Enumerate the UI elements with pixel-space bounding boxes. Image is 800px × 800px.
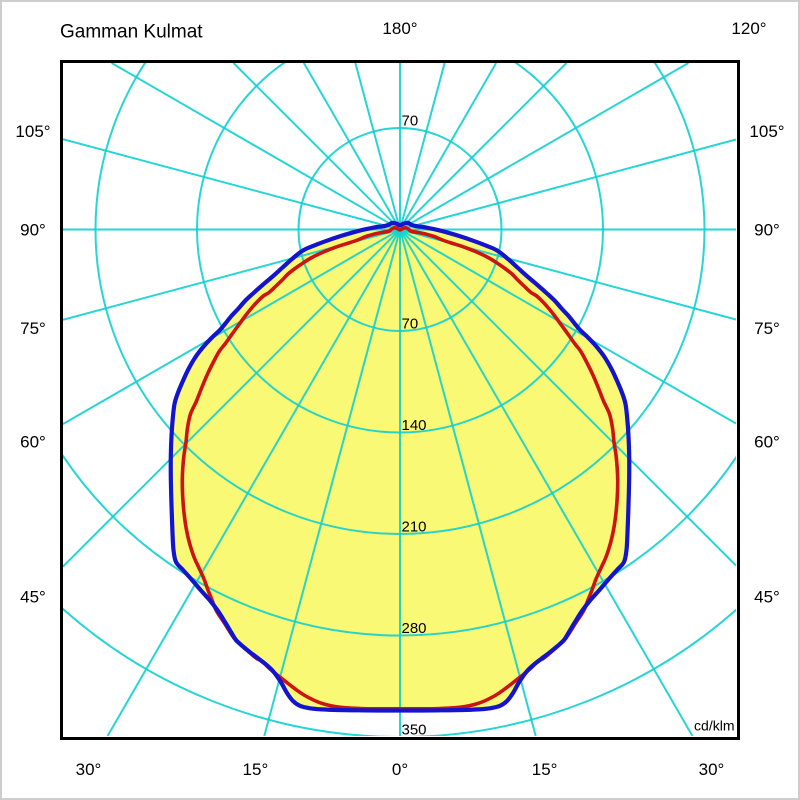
svg-text:70: 70 <box>402 316 419 333</box>
svg-text:15°: 15° <box>532 760 558 779</box>
svg-text:Gamman Kulmat: Gamman Kulmat <box>60 22 203 43</box>
svg-text:45°: 45° <box>20 588 46 607</box>
svg-text:105°: 105° <box>15 122 50 141</box>
svg-text:60°: 60° <box>754 432 780 451</box>
svg-text:140: 140 <box>402 417 427 434</box>
svg-text:75°: 75° <box>754 319 780 338</box>
svg-text:90°: 90° <box>20 221 46 240</box>
svg-text:30°: 30° <box>699 760 725 779</box>
svg-text:30°: 30° <box>76 760 102 779</box>
svg-text:75°: 75° <box>20 319 46 338</box>
svg-text:15°: 15° <box>243 760 269 779</box>
svg-text:60°: 60° <box>20 432 46 451</box>
svg-text:90°: 90° <box>754 221 780 240</box>
svg-text:105°: 105° <box>749 122 784 141</box>
svg-text:cd/klm: cd/klm <box>694 718 734 734</box>
svg-text:120°: 120° <box>731 19 766 38</box>
svg-text:180°: 180° <box>382 19 417 38</box>
svg-text:70: 70 <box>402 113 419 130</box>
svg-text:350: 350 <box>402 722 427 739</box>
svg-text:280: 280 <box>402 620 427 637</box>
svg-text:210: 210 <box>402 519 427 536</box>
svg-text:45°: 45° <box>754 588 780 607</box>
svg-text:0°: 0° <box>392 760 408 779</box>
